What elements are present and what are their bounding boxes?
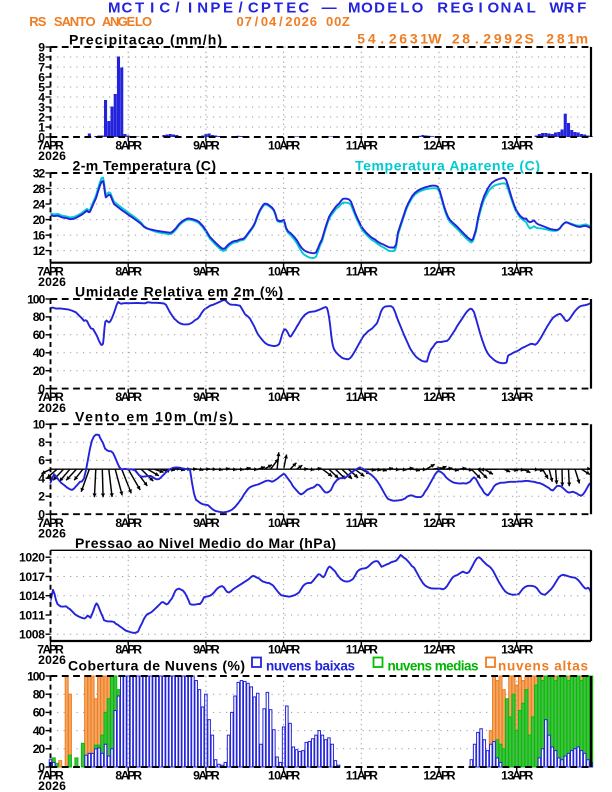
svg-text:20: 20	[33, 742, 46, 756]
svg-text:4: 4	[38, 90, 45, 104]
svg-text:60: 60	[33, 328, 46, 342]
svg-text:8APR: 8APR	[115, 139, 142, 153]
svg-text:60: 60	[33, 706, 46, 720]
svg-text:13APR: 13APR	[501, 390, 533, 404]
svg-text:24: 24	[33, 197, 46, 211]
svg-text:9APR: 9APR	[193, 643, 220, 657]
svg-text:9: 9	[38, 40, 45, 54]
svg-text:12APR: 12APR	[423, 139, 455, 153]
svg-text:100: 100	[27, 669, 45, 683]
svg-text:9APR: 9APR	[193, 139, 220, 153]
svg-text:2026: 2026	[38, 401, 66, 415]
svg-text:2: 2	[38, 110, 45, 124]
svg-text:8APR: 8APR	[115, 390, 142, 404]
svg-text:28: 28	[33, 182, 46, 196]
svg-text:7APR: 7APR	[37, 264, 64, 278]
svg-text:10APR: 10APR	[268, 390, 300, 404]
svg-text:7: 7	[38, 60, 45, 74]
svg-text:11APR: 11APR	[346, 769, 378, 783]
svg-text:40: 40	[33, 346, 46, 360]
svg-text:1008: 1008	[19, 628, 45, 642]
svg-text:13APR: 13APR	[501, 769, 533, 783]
svg-text:10APR: 10APR	[268, 139, 300, 153]
svg-text:12APR: 12APR	[423, 390, 455, 404]
svg-text:4: 4	[38, 472, 45, 486]
svg-text:8APR: 8APR	[115, 643, 142, 657]
svg-text:13APR: 13APR	[501, 139, 533, 153]
svg-text:2026: 2026	[38, 149, 66, 163]
svg-text:80: 80	[33, 688, 46, 702]
svg-text:9APR: 9APR	[193, 390, 220, 404]
svg-text:7APR: 7APR	[37, 643, 64, 657]
svg-text:12APR: 12APR	[423, 516, 455, 530]
svg-text:2026: 2026	[38, 526, 66, 540]
svg-text:9APR: 9APR	[193, 769, 220, 783]
svg-text:12: 12	[33, 244, 46, 258]
svg-text:2-m Temperatura (C): 2-m Temperatura (C)	[73, 158, 217, 174]
svg-text:2026: 2026	[38, 779, 66, 792]
svg-text:7APR: 7APR	[37, 516, 64, 530]
svg-text:0: 0	[38, 382, 45, 396]
svg-text:16: 16	[33, 228, 46, 242]
svg-text:9APR: 9APR	[193, 264, 220, 278]
svg-text:10APR: 10APR	[268, 643, 300, 657]
svg-text:10APR: 10APR	[268, 769, 300, 783]
svg-text:0: 0	[38, 130, 45, 144]
svg-text:9APR: 9APR	[193, 516, 220, 530]
svg-text:8APR: 8APR	[115, 264, 142, 278]
svg-text:8: 8	[38, 50, 45, 64]
svg-text:10APR: 10APR	[268, 264, 300, 278]
svg-text:7APR: 7APR	[37, 769, 64, 783]
svg-text:2: 2	[38, 490, 45, 504]
svg-text:7APR: 7APR	[37, 139, 64, 153]
svg-text:13APR: 13APR	[501, 264, 533, 278]
svg-text:2026: 2026	[38, 275, 66, 289]
svg-text:1: 1	[38, 120, 45, 134]
svg-text:12APR: 12APR	[423, 264, 455, 278]
svg-text:32: 32	[33, 166, 46, 180]
svg-text:12APR: 12APR	[423, 643, 455, 657]
svg-text:6: 6	[38, 70, 45, 84]
svg-text:0: 0	[38, 760, 45, 774]
svg-text:100: 100	[27, 292, 45, 306]
svg-text:6: 6	[38, 454, 45, 468]
svg-text:MCTIC/INPE/CPTEC—MODELOREGIONA: MCTIC/INPE/CPTEC—MODELOREGIONALWRF	[108, 0, 586, 17]
svg-text:40: 40	[33, 724, 46, 738]
svg-text:8: 8	[38, 436, 45, 450]
svg-text:12APR: 12APR	[423, 769, 455, 783]
svg-text:11APR: 11APR	[346, 390, 378, 404]
svg-text:2026: 2026	[38, 653, 66, 667]
svg-text:Pressao ao Nivel Medio do Mar: Pressao ao Nivel Medio do Mar (hPa)	[75, 535, 336, 551]
svg-text:Precipitacao (mm/h): Precipitacao (mm/h)	[69, 32, 222, 48]
svg-text:1011: 1011	[19, 608, 45, 622]
svg-text:1017: 1017	[19, 570, 45, 584]
svg-text:8APR: 8APR	[115, 769, 142, 783]
svg-text:nuvens medias: nuvens medias	[388, 659, 479, 674]
svg-text:10: 10	[33, 418, 46, 432]
svg-text:13APR: 13APR	[501, 516, 533, 530]
svg-text:0: 0	[38, 508, 45, 522]
svg-text:11APR: 11APR	[346, 643, 378, 657]
svg-text:11APR: 11APR	[346, 264, 378, 278]
svg-text:1014: 1014	[19, 589, 45, 603]
svg-text:nuvens altas: nuvens altas	[498, 659, 588, 674]
svg-text:8APR: 8APR	[115, 516, 142, 530]
svg-text:7APR: 7APR	[37, 390, 64, 404]
svg-text:10APR: 10APR	[268, 516, 300, 530]
svg-text:11APR: 11APR	[346, 516, 378, 530]
svg-text:Temperatura Aparente (C): Temperatura Aparente (C)	[355, 158, 540, 174]
svg-text:11APR: 11APR	[346, 139, 378, 153]
svg-text:1020: 1020	[19, 551, 45, 565]
svg-text:20: 20	[33, 213, 46, 227]
svg-text:13APR: 13APR	[501, 643, 533, 657]
svg-text:nuvens baixas: nuvens baixas	[266, 659, 355, 674]
svg-text:3: 3	[38, 100, 45, 114]
svg-text:5: 5	[38, 80, 45, 94]
svg-text:20: 20	[33, 364, 46, 378]
svg-text:80: 80	[33, 310, 46, 324]
svg-text:Cobertura de Nuvens (%): Cobertura de Nuvens (%)	[68, 658, 245, 674]
svg-text:RSSANTOANGELO: RSSANTOANGELO	[29, 14, 152, 29]
svg-text:Umidade Relativa em 2m (%): Umidade Relativa em 2m (%)	[75, 284, 283, 300]
